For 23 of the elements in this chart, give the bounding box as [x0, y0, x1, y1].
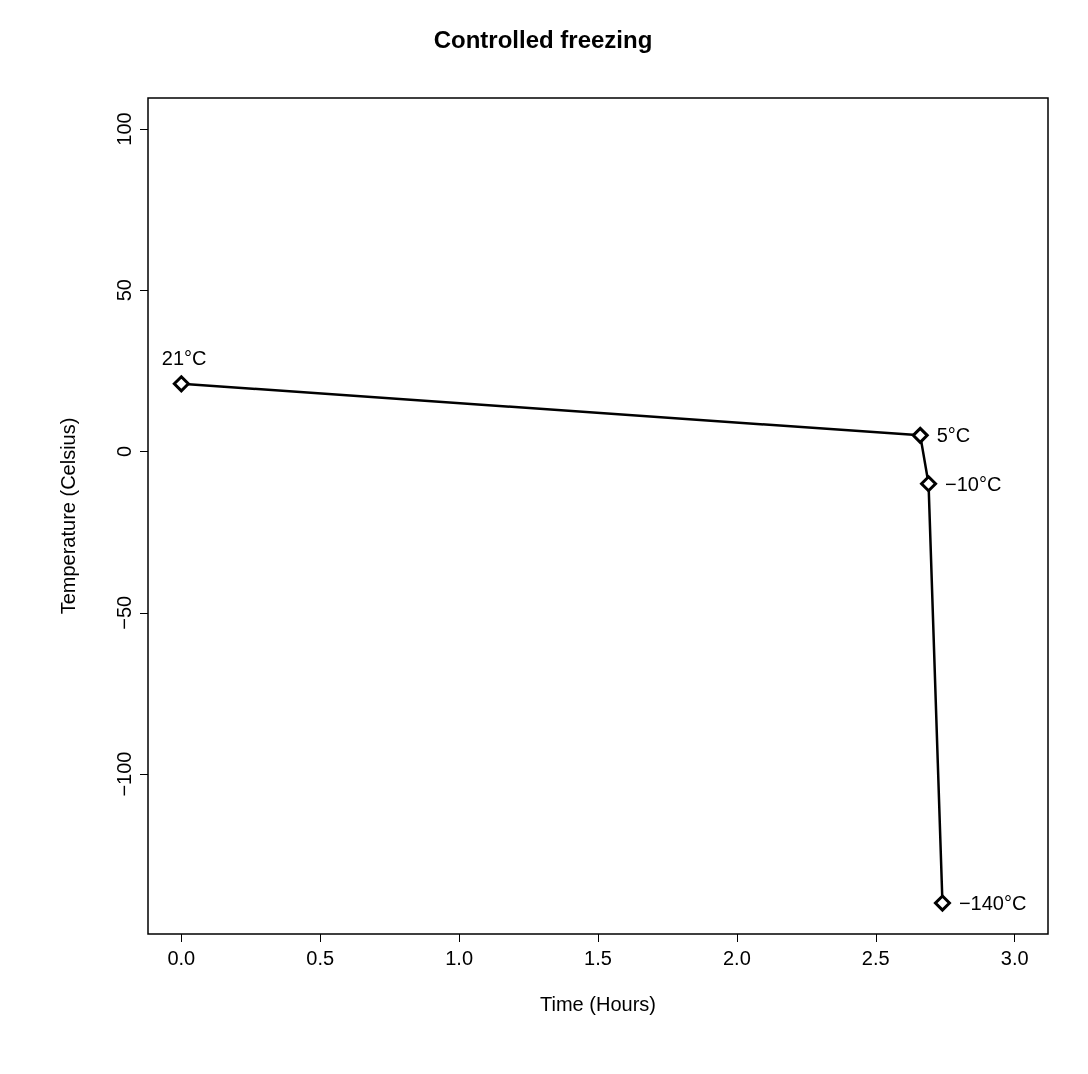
x-tick-label: 2.5	[861, 947, 890, 969]
y-tick-label: 0	[113, 445, 135, 458]
data-label: 21°C	[161, 346, 207, 369]
point	[172, 375, 190, 393]
data-label: 5°C	[936, 424, 971, 447]
y-tick-label: −100	[113, 751, 135, 797]
point	[920, 475, 938, 493]
x-tick-label: 2.0	[722, 947, 751, 969]
y-tick-label: 50	[113, 279, 135, 302]
x-tick-label: 1.5	[584, 947, 612, 969]
x-axis-title: Time (Hours)	[540, 993, 656, 1015]
point	[911, 426, 929, 444]
y-tick-label: 100	[113, 112, 135, 146]
data-label: −140°C	[958, 892, 1027, 915]
chart-title: Controlled freezing	[433, 25, 653, 53]
x-tick-label: 0.5	[306, 947, 335, 969]
data-label: −10°C	[945, 472, 1002, 495]
x-tick-label: 3.0	[1000, 947, 1029, 969]
x-tick-label: 1.0	[445, 947, 474, 969]
y-axis-title: Temperature (Celsius)	[57, 417, 79, 615]
y-tick-label: −50	[113, 595, 135, 630]
point	[933, 894, 951, 912]
x-tick-label: 0.0	[167, 947, 196, 969]
